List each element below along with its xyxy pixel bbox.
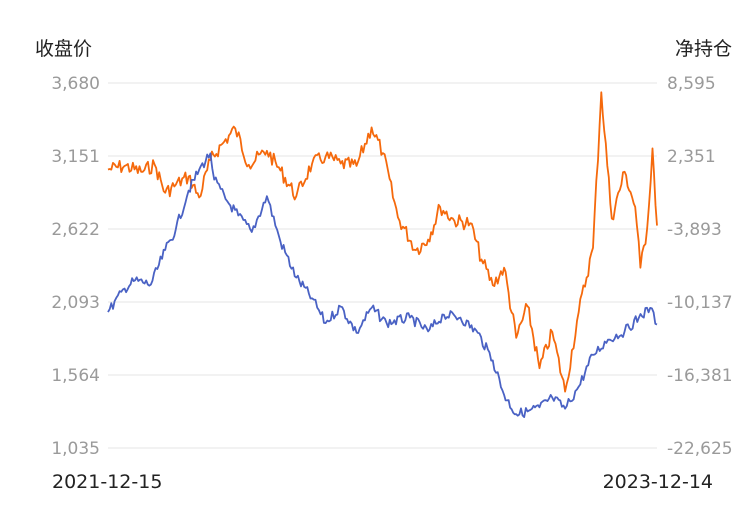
right-tick-label: -22,625 (667, 439, 733, 459)
left-tick-label: 1,035 (51, 439, 100, 459)
close-price-line (107, 152, 658, 419)
right-tick-label: -10,137 (667, 293, 733, 313)
right-tick-label: -3,893 (667, 220, 722, 240)
left-axis-title: 收盘价 (35, 38, 92, 60)
net-position-line (107, 91, 658, 393)
series-layer (107, 91, 658, 419)
right-axis-title: 净持仓 (675, 38, 732, 60)
right-axis-ticks: 8,595 2,351 -3,893 -10,137 -16,381 -22,6… (667, 74, 733, 459)
right-tick-label: -16,381 (667, 366, 733, 386)
right-tick-label: 8,595 (667, 74, 716, 94)
left-axis-ticks: 3,680 3,151 2,622 2,093 1,564 1,035 (51, 74, 100, 459)
left-tick-label: 3,151 (51, 147, 100, 167)
left-tick-label: 3,680 (51, 74, 100, 94)
right-tick-label: 2,351 (667, 147, 716, 167)
x-start-date-label: 2021-12-15 (52, 471, 162, 493)
left-tick-label: 1,564 (51, 366, 100, 386)
left-tick-label: 2,622 (51, 220, 100, 240)
grid-lines (108, 82, 657, 449)
left-tick-label: 2,093 (51, 293, 100, 313)
x-end-date-label: 2023-12-14 (603, 471, 713, 493)
